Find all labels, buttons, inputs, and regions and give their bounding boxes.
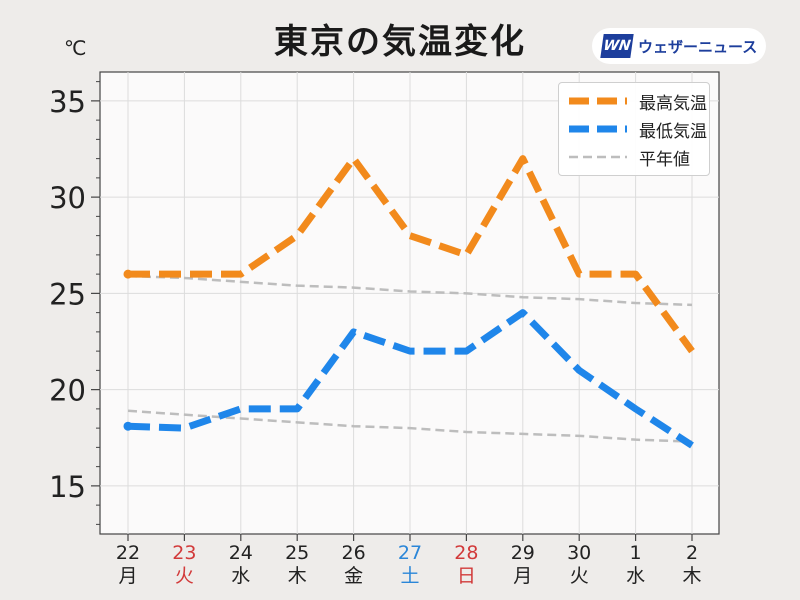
legend-swatch-low xyxy=(569,125,627,133)
x-tick-weekday: 木 xyxy=(682,565,701,587)
high-temp-line xyxy=(128,155,695,354)
x-tick-weekday: 水 xyxy=(626,565,645,587)
x-tick-day: 23 xyxy=(172,542,196,564)
weathernews-logo: WN ウェザーニュース xyxy=(592,28,766,64)
x-tick-day: 26 xyxy=(342,542,366,564)
x-tick-weekday: 土 xyxy=(400,565,419,587)
legend-item-normal: 平年値 xyxy=(559,143,709,171)
normal-low-line xyxy=(127,409,693,443)
legend-label-high: 最高気温 xyxy=(639,93,707,114)
legend-swatch-high xyxy=(569,97,627,105)
y-axis-unit: ℃ xyxy=(64,36,87,60)
x-tick-weekday: 木 xyxy=(288,565,307,587)
x-tick-weekday: 水 xyxy=(231,565,250,587)
x-tick-day: 30 xyxy=(567,542,591,564)
x-tick-weekday: 日 xyxy=(457,565,476,587)
low-temp-point xyxy=(123,421,133,431)
x-tick-weekday: 火 xyxy=(570,565,589,587)
normal-high-line xyxy=(127,274,693,307)
low-temp-line xyxy=(127,309,694,449)
x-tick-day: 25 xyxy=(285,542,309,564)
weathernews-logo-text: ウェザーニュース xyxy=(638,37,758,56)
y-tick-label: 30 xyxy=(49,181,86,215)
x-tick-day: 27 xyxy=(398,542,422,564)
x-tick-day: 1 xyxy=(630,542,642,564)
y-tick-label: 20 xyxy=(49,374,86,408)
chart-title: 東京の気温変化 xyxy=(274,22,526,62)
y-tick-label: 25 xyxy=(49,277,86,311)
x-tick-day: 28 xyxy=(454,542,478,564)
legend-label-normal: 平年値 xyxy=(639,149,690,170)
x-tick-day: 2 xyxy=(686,542,698,564)
high-temp-point xyxy=(123,269,133,279)
legend-item-low: 最低気温 xyxy=(559,115,709,143)
x-tick-day: 24 xyxy=(229,542,253,564)
y-tick-label: 35 xyxy=(49,85,86,119)
x-tick-day: 22 xyxy=(116,542,140,564)
x-tick-weekday: 火 xyxy=(175,565,194,587)
x-tick-day: 29 xyxy=(511,542,535,564)
x-tick-weekday: 月 xyxy=(118,565,137,587)
legend-item-high: 最高気温 xyxy=(559,87,709,115)
legend: 最高気温 最低気温 平年値 xyxy=(558,82,710,176)
legend-label-low: 最低気温 xyxy=(639,121,707,142)
x-tick-weekday: 金 xyxy=(344,565,363,587)
y-tick-label: 15 xyxy=(49,470,86,504)
x-tick-weekday: 月 xyxy=(513,565,532,587)
legend-swatch-normal xyxy=(569,155,627,159)
